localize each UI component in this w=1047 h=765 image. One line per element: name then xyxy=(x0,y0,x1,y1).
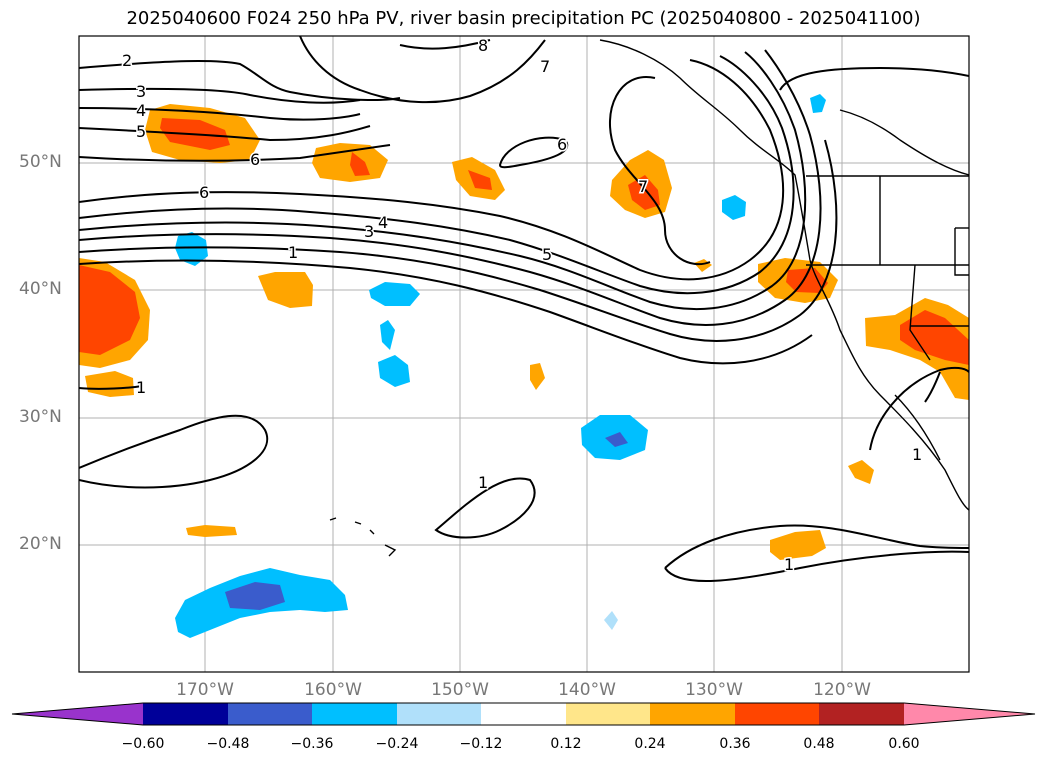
lon-label: 120°W xyxy=(813,680,871,700)
colorbar-tick-label: 0.48 xyxy=(803,736,835,752)
colorbar-segment xyxy=(735,703,819,725)
colorbar-segment xyxy=(650,703,735,725)
colorbar-segment xyxy=(143,703,228,725)
contour-label: 6 xyxy=(557,135,567,154)
lat-label: 20°N xyxy=(19,534,62,554)
contour-label: 3 xyxy=(364,222,374,241)
lon-label: 130°W xyxy=(685,680,743,700)
colorbar-segment xyxy=(397,703,481,725)
colorbar-tick-label: −0.60 xyxy=(121,736,165,752)
lat-label: 40°N xyxy=(19,279,62,299)
contour-label: 4 xyxy=(378,213,388,232)
lat-label: 50°N xyxy=(19,152,62,172)
contour-label: 7 xyxy=(540,57,550,76)
colorbar-segment xyxy=(12,703,143,725)
colorbar-segment xyxy=(481,703,566,725)
contour-label: 6 xyxy=(199,183,209,202)
colorbar-segment xyxy=(566,703,650,725)
contour-label: 8 xyxy=(478,36,488,55)
contour-label: 6 xyxy=(250,150,260,169)
colorbar-segment xyxy=(312,703,397,725)
contour-label: 4 xyxy=(136,101,146,120)
colorbar-tick-label: −0.48 xyxy=(206,736,250,752)
contour-label: 7 xyxy=(638,177,648,196)
colorbar-tick-label: −0.36 xyxy=(290,736,334,752)
colorbar-segment xyxy=(819,703,904,725)
pv-contours xyxy=(79,36,969,582)
map-title: 2025040600 F024 250 hPa PV, river basin … xyxy=(126,8,921,29)
colorbar-tick-label: −0.24 xyxy=(375,736,419,752)
colorbar-segment xyxy=(904,703,1035,725)
contour-label: 1 xyxy=(136,378,146,397)
contour-label: 5 xyxy=(542,245,552,264)
lon-label: 170°W xyxy=(176,680,234,700)
colorbar-tick-label: 0.36 xyxy=(719,736,751,752)
colorbar-tick-label: 0.60 xyxy=(888,736,920,752)
colorbar xyxy=(11,702,1036,726)
colorbar-segment xyxy=(228,703,312,725)
lon-label: 140°W xyxy=(558,680,616,700)
contour-label: 2 xyxy=(122,51,132,70)
lon-label: 150°W xyxy=(431,680,489,700)
map-frame xyxy=(78,35,970,673)
colorbar-tick-label: 0.12 xyxy=(550,736,582,752)
colorbar-outline xyxy=(11,702,1036,726)
colorbar-tick-label: 0.24 xyxy=(634,736,666,752)
contour-label: 3 xyxy=(136,82,146,101)
contour-label: 1 xyxy=(784,555,794,574)
colorbar-tick-label: −0.12 xyxy=(459,736,503,752)
contour-label: 5 xyxy=(136,122,146,141)
positive-anomaly-shading xyxy=(79,104,969,560)
contour-label: 1 xyxy=(478,473,488,492)
lat-label: 30°N xyxy=(19,407,62,427)
lon-label: 160°W xyxy=(304,680,362,700)
contour-label: 1 xyxy=(288,243,298,262)
coastlines xyxy=(329,39,969,557)
contour-labels: 2 3 4 5 6 6 6 7 7 8 5 4 3 1 1 1 1 1 xyxy=(121,36,924,576)
contour-label: 1 xyxy=(912,445,922,464)
negative-anomaly-shading xyxy=(175,94,826,638)
